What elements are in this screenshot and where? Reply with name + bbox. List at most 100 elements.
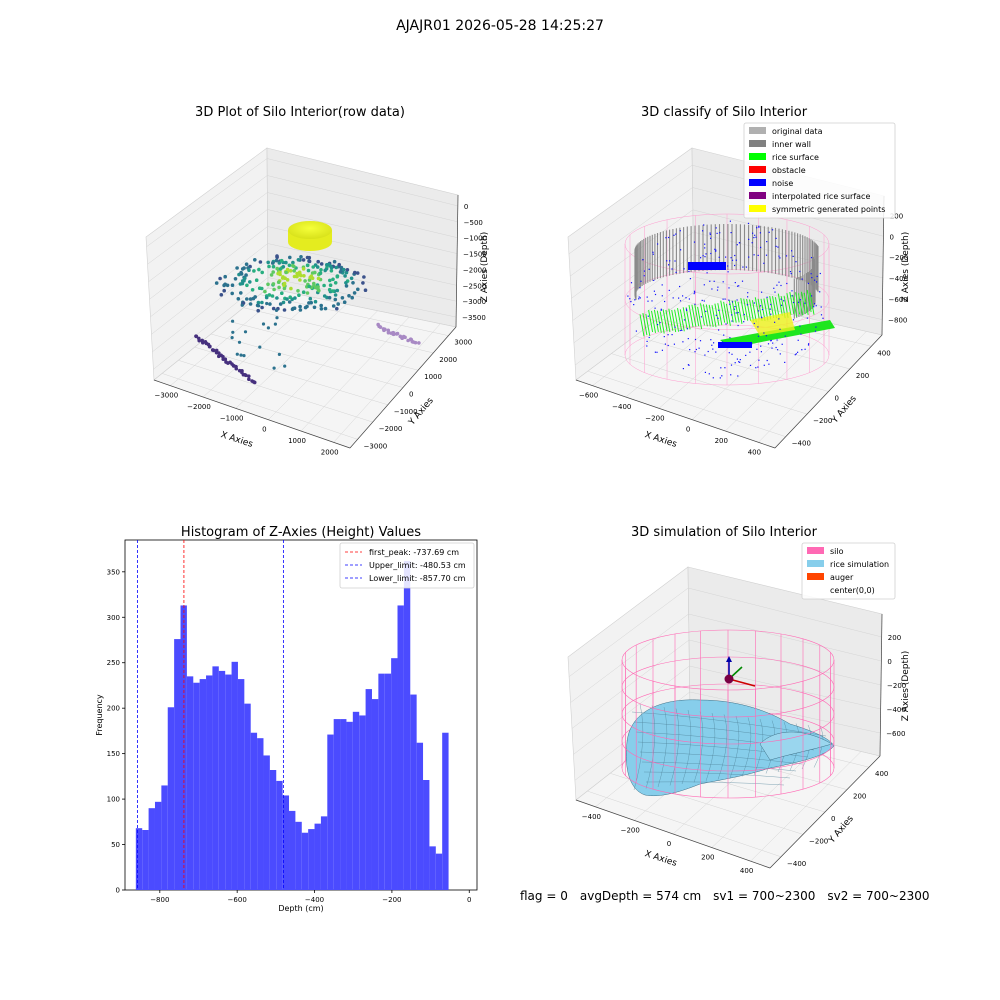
legend-label: rice surface bbox=[772, 153, 819, 162]
noise-point bbox=[639, 287, 641, 289]
noise-point bbox=[668, 289, 670, 291]
x-tick-label: −2000 bbox=[187, 403, 211, 411]
rice-surface-point bbox=[725, 303, 731, 326]
raw-point bbox=[274, 308, 279, 312]
noise-point bbox=[659, 322, 661, 324]
grid-line-z bbox=[688, 613, 882, 662]
rice-surface-point bbox=[795, 292, 801, 315]
noise-point bbox=[720, 367, 722, 369]
classify-3d-zlabel: Z Axies (Depth) bbox=[901, 232, 911, 303]
noise-point bbox=[735, 312, 737, 314]
raw-point bbox=[245, 283, 249, 288]
raw-point bbox=[219, 293, 224, 297]
grid-line-z bbox=[267, 192, 458, 238]
raw-point bbox=[339, 265, 344, 270]
noise-point bbox=[822, 317, 824, 319]
raw-point bbox=[386, 330, 391, 335]
rice-surface-point bbox=[792, 294, 798, 317]
noise-point bbox=[656, 351, 658, 353]
noise-point bbox=[770, 340, 772, 342]
noise-point bbox=[652, 251, 654, 253]
histogram-bar bbox=[276, 780, 283, 890]
rice-surface-point bbox=[751, 300, 757, 323]
rice-mesh-line bbox=[657, 706, 668, 788]
noise-point bbox=[682, 368, 684, 370]
x-tick-label: 0 bbox=[686, 426, 690, 434]
histogram-bar bbox=[333, 719, 341, 890]
raw-point bbox=[194, 334, 199, 339]
x-tick-label: 1000 bbox=[288, 437, 306, 445]
z-tick-label: −2000 bbox=[463, 266, 487, 274]
raw-3d-yellow-cap-top bbox=[288, 221, 332, 239]
raw-point bbox=[344, 270, 349, 275]
noise-point bbox=[715, 249, 717, 251]
histogram-bar bbox=[148, 808, 155, 890]
histogram-bar bbox=[225, 674, 232, 890]
noise-point bbox=[694, 351, 696, 353]
histogram-bar bbox=[359, 715, 366, 890]
rice-surface-point bbox=[734, 300, 740, 323]
noise-point bbox=[804, 302, 806, 304]
raw-point bbox=[417, 341, 421, 345]
noise-point bbox=[755, 236, 757, 238]
histogram-xlabel: Depth (cm) bbox=[278, 904, 323, 913]
noise-point bbox=[657, 243, 659, 245]
noise-point bbox=[646, 296, 648, 298]
noise-point bbox=[775, 245, 777, 247]
noise-point bbox=[776, 339, 778, 341]
noise-point bbox=[710, 252, 712, 255]
rice-surface-point bbox=[671, 309, 677, 333]
noise-point bbox=[763, 262, 765, 264]
noise-point bbox=[734, 282, 736, 284]
z-tick-label: −500 bbox=[464, 219, 483, 227]
noise-point bbox=[688, 270, 690, 273]
grid-line-z bbox=[152, 260, 268, 352]
noise-point bbox=[673, 343, 675, 345]
classify-3d-silo-wireframe bbox=[624, 213, 830, 386]
raw-point bbox=[263, 289, 267, 294]
noise-point bbox=[647, 315, 649, 317]
raw-point bbox=[267, 293, 272, 297]
z-tick-label: −1500 bbox=[463, 251, 487, 259]
raw-point bbox=[222, 283, 226, 288]
noise-point bbox=[685, 297, 687, 299]
noise-point bbox=[717, 286, 719, 288]
raw-point bbox=[343, 274, 347, 278]
histogram-bar bbox=[346, 721, 353, 890]
noise-point bbox=[664, 300, 666, 303]
noise-point bbox=[646, 340, 648, 342]
raw-point bbox=[287, 263, 292, 268]
histogram-bar bbox=[257, 738, 264, 890]
noise-point bbox=[799, 325, 801, 327]
raw-point bbox=[301, 290, 306, 295]
z-tick-label: −600 bbox=[886, 730, 905, 738]
noise-point bbox=[754, 234, 756, 236]
raw-point bbox=[319, 303, 324, 308]
noise-point bbox=[738, 242, 741, 244]
noise-point bbox=[729, 337, 731, 339]
noise-point bbox=[815, 326, 817, 328]
noise-point bbox=[712, 377, 714, 379]
histogram-bar bbox=[429, 846, 436, 890]
noise-point bbox=[724, 298, 726, 300]
grid-line-z bbox=[153, 277, 269, 370]
grid-line-z bbox=[688, 587, 882, 638]
histogram-bar bbox=[218, 670, 226, 890]
y-tick-label: 3000 bbox=[454, 339, 472, 347]
noise-point bbox=[633, 304, 635, 306]
x-tick-label: −200 bbox=[645, 414, 664, 422]
raw-point bbox=[281, 265, 286, 269]
raw-point bbox=[231, 319, 235, 323]
noise-point bbox=[674, 326, 676, 328]
noise-point bbox=[813, 306, 815, 308]
noise-point bbox=[730, 374, 732, 376]
noise-point bbox=[758, 359, 760, 361]
noise-point bbox=[679, 230, 681, 232]
x-tick-label: −400 bbox=[582, 813, 601, 821]
noise-point bbox=[768, 231, 770, 233]
rice-surface-point bbox=[685, 307, 691, 330]
raw-point bbox=[278, 302, 283, 306]
raw-point bbox=[260, 270, 265, 275]
simulation-3d-xlabel: X Axies bbox=[643, 849, 678, 869]
classify-3d-x-ticks: −600 −400 −200 0 200 400 bbox=[579, 392, 761, 457]
